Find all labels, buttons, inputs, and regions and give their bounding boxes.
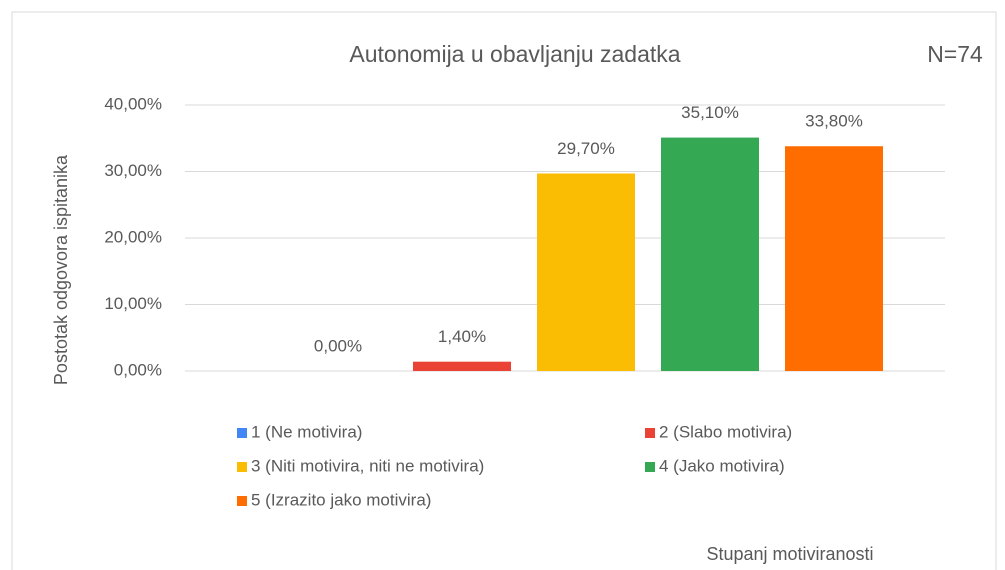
annotation: N=74 [927,41,983,67]
data-label: 29,70% [557,139,615,158]
bar [661,137,759,371]
y-tick-label: 30,00% [104,161,162,180]
chart-frame [11,11,997,570]
legend-label: 4 (Jako motivira) [659,456,785,475]
bar [785,146,883,371]
legend-label: 1 (Ne motivira) [251,422,362,441]
y-tick-label: 40,00% [104,94,162,113]
legend-label: 3 (Niti motivira, niti ne motivira) [251,456,484,475]
bar [413,361,511,371]
y-tick-label: 20,00% [104,227,162,246]
legend-swatch [237,428,247,438]
data-label: 0,00% [314,336,362,355]
legend-label: 5 (Izrazito jako motivira) [251,490,431,509]
legend-label: 2 (Slabo motivira) [659,422,792,441]
y-axis-label: Postotak odgovora ispitanika [51,154,71,385]
data-label: 33,80% [805,112,863,131]
legend-swatch [645,428,655,438]
data-label: 1,40% [438,327,486,346]
y-tick-label: 0,00% [114,360,162,379]
legend-swatch [237,496,247,506]
bar [537,173,635,371]
y-tick-label: 10,00% [104,294,162,313]
legend-swatch [645,462,655,472]
x-axis-label: Stupanj motiviranosti [706,544,873,564]
chart-title: Autonomija u obavljanju zadatka [349,41,680,67]
data-label: 35,10% [681,103,739,122]
legend-swatch [237,462,247,472]
